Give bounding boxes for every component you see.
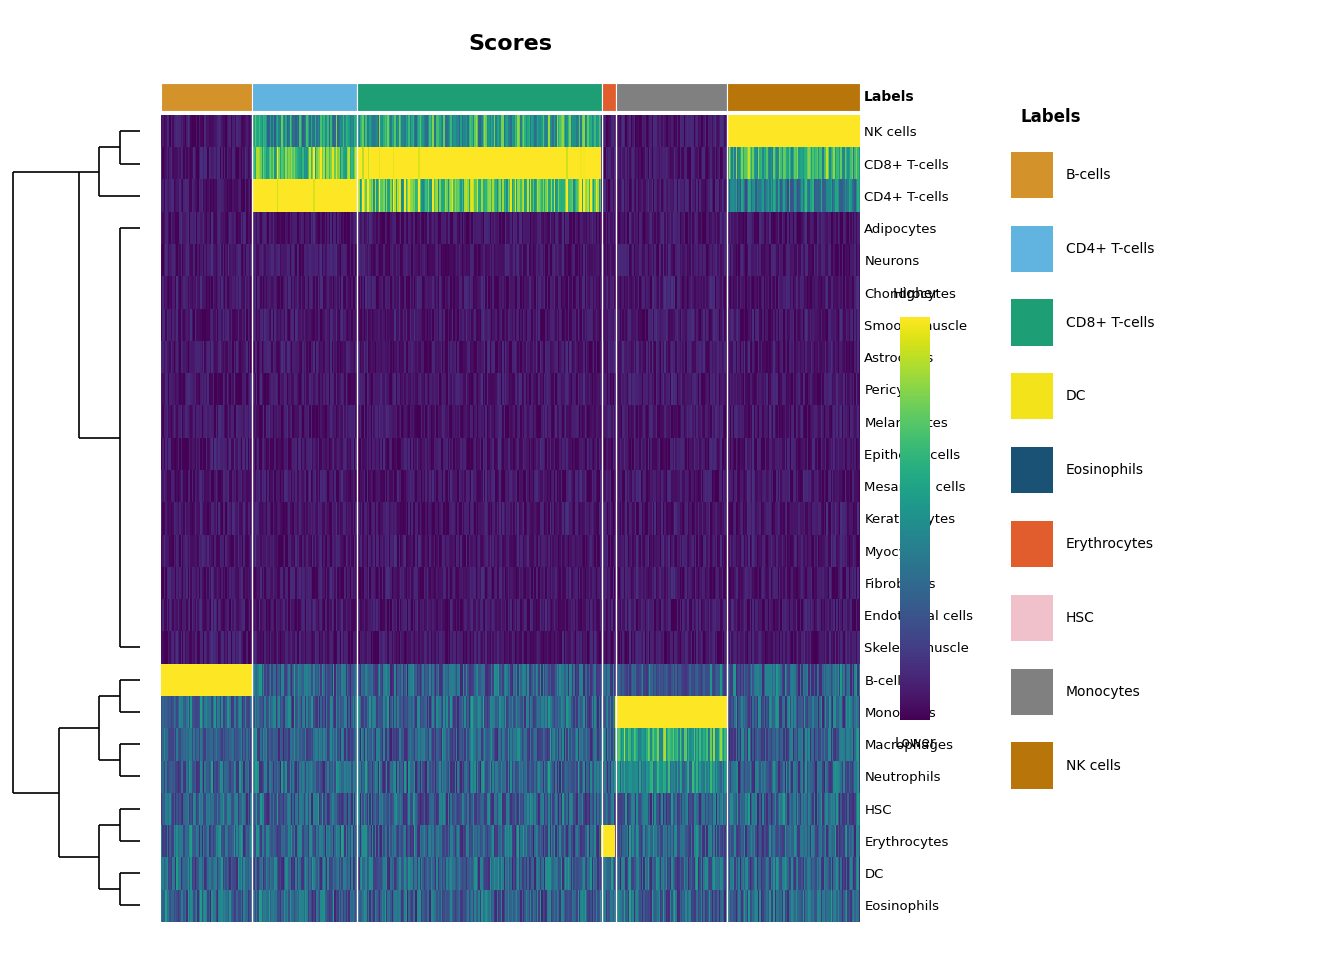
Text: Eosinophils: Eosinophils — [1066, 463, 1144, 477]
Bar — [253, 83, 358, 111]
Bar — [1011, 521, 1052, 567]
Text: Higher: Higher — [892, 287, 938, 300]
Text: CD4+ T-cells: CD4+ T-cells — [1066, 242, 1154, 255]
Text: DC: DC — [1066, 390, 1086, 403]
Text: B-cells: B-cells — [1066, 168, 1111, 181]
Text: Scores: Scores — [469, 34, 552, 54]
Bar — [1011, 226, 1052, 272]
Bar — [1011, 152, 1052, 198]
Bar — [616, 83, 727, 111]
Bar — [1011, 742, 1052, 788]
Bar — [1011, 373, 1052, 420]
Text: Erythrocytes: Erythrocytes — [1066, 537, 1153, 551]
Bar — [1011, 300, 1052, 346]
Bar — [358, 83, 602, 111]
Text: HSC: HSC — [1066, 611, 1094, 625]
Text: NK cells: NK cells — [1066, 758, 1121, 773]
Text: CD8+ T-cells: CD8+ T-cells — [1066, 316, 1154, 329]
Bar — [1011, 447, 1052, 493]
Bar — [1011, 595, 1052, 641]
Text: Labels: Labels — [1020, 108, 1081, 126]
Bar — [1011, 668, 1052, 715]
Bar — [727, 83, 860, 111]
Text: Lower: Lower — [895, 736, 935, 750]
Bar — [602, 83, 616, 111]
Text: Monocytes: Monocytes — [1066, 684, 1140, 699]
Bar — [161, 83, 253, 111]
Text: Labels: Labels — [864, 90, 915, 104]
